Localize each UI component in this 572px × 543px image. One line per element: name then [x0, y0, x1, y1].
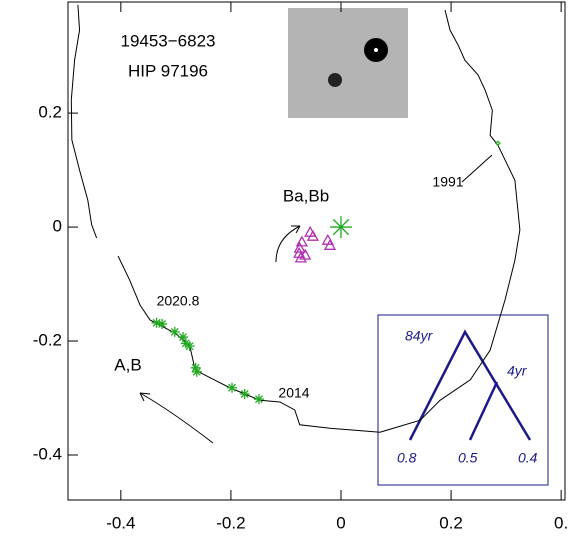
mass: 0.5	[458, 450, 478, 466]
marker	[329, 216, 352, 239]
marker	[184, 341, 195, 352]
marker	[227, 382, 238, 393]
y-tick-label: -0.2	[33, 331, 62, 350]
arrow	[139, 392, 214, 444]
x-tick-label: 0	[336, 513, 345, 532]
mass: 0.4	[518, 450, 538, 466]
x-tick-label: -0.2	[216, 513, 245, 532]
marker	[180, 338, 191, 349]
marker	[178, 332, 189, 343]
annotation: 2020.8	[157, 293, 200, 309]
x-tick-label: 0.2	[439, 513, 463, 532]
marker	[157, 318, 168, 329]
thumbnail	[288, 8, 408, 118]
marker	[293, 246, 306, 258]
marker	[321, 233, 334, 245]
marker	[151, 317, 162, 328]
annotation: Ba,Bb	[283, 186, 329, 205]
y-tick-label: -0.4	[33, 444, 62, 463]
marker	[191, 366, 202, 377]
marker	[293, 241, 306, 253]
arrow	[275, 225, 301, 263]
plot-frame	[67, 1, 566, 501]
inset-frame	[377, 314, 549, 486]
tree	[408, 329, 532, 441]
marker	[494, 140, 501, 147]
marker	[169, 326, 180, 337]
x-tick-label: -0.4	[106, 513, 135, 532]
marker	[253, 394, 264, 405]
hierarchy-inset: 84yr 4yr 0.8 0.5 0.4	[377, 314, 549, 486]
arrowhead	[139, 392, 151, 402]
mass: 0.8	[397, 450, 417, 466]
inner-period: 4yr	[507, 363, 528, 379]
marker	[239, 389, 250, 400]
x-tick-label: 0.	[554, 513, 568, 532]
y-tick-label: 0.2	[38, 103, 62, 122]
y-tick-label: 0	[53, 217, 62, 236]
outer-period: 84yr	[405, 328, 434, 344]
arrowhead	[291, 225, 301, 234]
annotation: 2014	[278, 385, 309, 401]
annotation: 19453−6823	[120, 31, 215, 50]
marker	[190, 362, 201, 373]
annotation: A,B	[114, 355, 141, 374]
annotation: HIP 97196	[128, 61, 208, 80]
marker	[294, 251, 307, 263]
marker	[299, 248, 312, 260]
annotation: 1991	[432, 174, 463, 190]
marker	[306, 229, 320, 241]
pointer-line	[461, 154, 493, 183]
